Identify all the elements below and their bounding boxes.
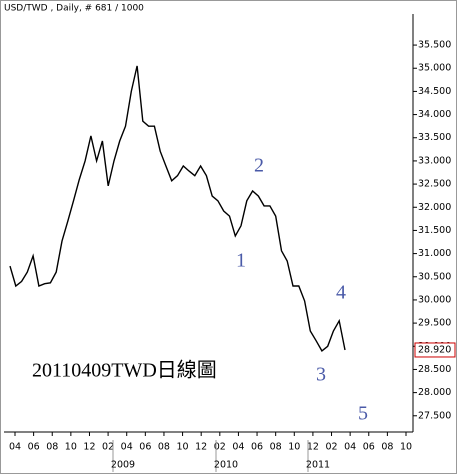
wave-label: 1 <box>236 250 246 272</box>
wave-label: 2 <box>254 155 264 177</box>
y-tick-label: 34.500 <box>418 86 451 97</box>
x-tick-label: 02 <box>214 442 226 453</box>
y-tick-label: 33.000 <box>418 155 451 166</box>
x-tick-label: 04 <box>344 442 356 453</box>
x-tick-label: 12 <box>195 442 207 453</box>
wave-label: 5 <box>358 403 368 425</box>
y-tick-label: 35.500 <box>418 40 451 51</box>
y-tick-label: 32.500 <box>418 179 451 190</box>
y-tick-label: 29.500 <box>418 318 451 329</box>
y-tick-label: 34.000 <box>418 109 451 120</box>
x-tick-label: 06 <box>139 442 151 453</box>
x-tick-label: 02 <box>325 442 337 453</box>
year-label: 2009 <box>111 460 135 471</box>
x-tick-label: 04 <box>232 442 244 453</box>
y-tick-label: 28.500 <box>418 364 451 375</box>
x-tick-label: 06 <box>363 442 375 453</box>
x-tick-label: 08 <box>270 442 282 453</box>
y-tick-label: 31.000 <box>418 248 451 259</box>
year-label: 2011 <box>306 460 330 471</box>
caption: 20110409TWD日線圖 <box>32 359 217 382</box>
y-tick-label: 30.000 <box>418 294 451 305</box>
price-line <box>9 65 346 352</box>
last-price-label: 28.920 <box>418 344 451 355</box>
y-tick-label: 33.500 <box>418 132 451 143</box>
x-tick-label: 08 <box>158 442 170 453</box>
wave-label: 3 <box>316 364 326 386</box>
chart-title: USD/TWD , Daily, # 681 / 1000 <box>4 4 144 14</box>
y-tick-label: 32.000 <box>418 202 451 213</box>
y-tick-label: 27.500 <box>418 410 451 421</box>
x-tick-label: 10 <box>400 442 412 453</box>
y-tick-label: 31.500 <box>418 225 451 236</box>
x-tick-label: 06 <box>28 442 40 453</box>
x-tick-label: 10 <box>65 442 77 453</box>
x-tick-label: 10 <box>177 442 189 453</box>
x-tick-label: 02 <box>102 442 114 453</box>
year-label: 2010 <box>214 460 238 471</box>
x-tick-label: 04 <box>121 442 133 453</box>
y-tick-label: 28.000 <box>418 387 451 398</box>
last-price-box <box>414 342 456 358</box>
y-tick-label: 35.000 <box>418 63 451 74</box>
x-tick-label: 04 <box>9 442 21 453</box>
x-tick-label: 12 <box>83 442 95 453</box>
y-tick-label: 30.500 <box>418 271 451 282</box>
x-tick-label: 06 <box>251 442 263 453</box>
x-tick-label: 08 <box>46 442 58 453</box>
x-tick-label: 12 <box>307 442 319 453</box>
wave-label: 4 <box>336 282 346 304</box>
x-tick-label: 08 <box>381 442 393 453</box>
x-tick-label: 10 <box>288 442 300 453</box>
